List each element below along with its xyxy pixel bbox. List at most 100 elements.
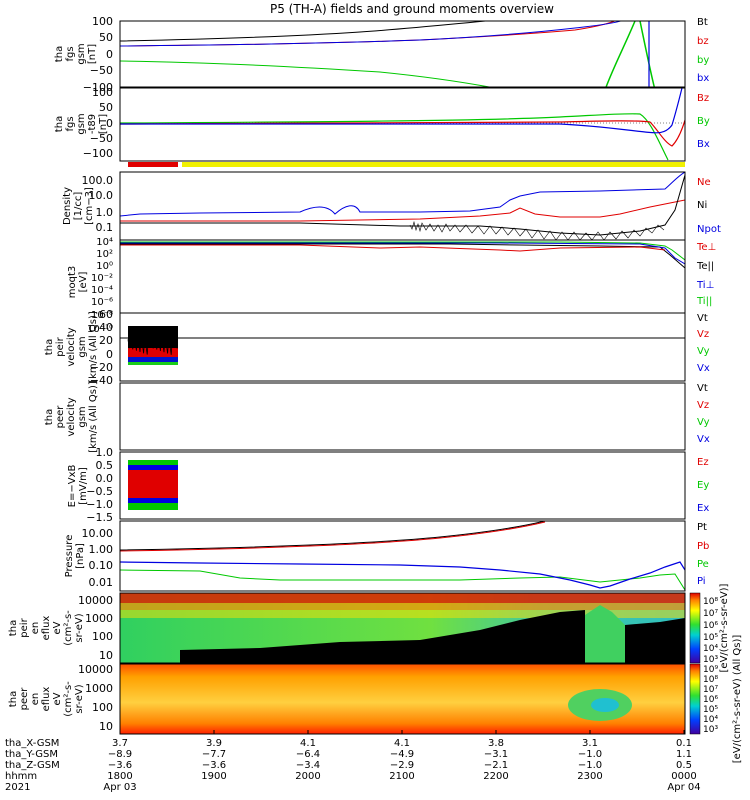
legend-bt: Bt — [697, 17, 708, 28]
peir-colorbar — [689, 592, 701, 664]
pv-ylabel-line: [km/s (All Qs)] — [88, 311, 99, 383]
legend-vy: Vy — [697, 346, 710, 357]
pv-ylabel-line: peir — [55, 336, 66, 356]
xaxis-row-value: 3.8 — [488, 738, 504, 749]
panel-peir-velocity: 60 40 20 0 −20 −40 tha peir velocity gsm… — [44, 308, 710, 387]
peer-ytick: 10000 — [78, 663, 113, 676]
ev-ylabel: tha peer velocity gsm [km/s (All Qs)] — [44, 381, 99, 453]
density-legend: Ne Ni Npot — [697, 177, 721, 235]
ef-yticks: 1.0 0.5 0.0 −0.5 −1.0 −1.5 — [86, 446, 113, 524]
ef-ylabel: E=−VxB [mV/m] — [67, 465, 89, 508]
legend-ni: Ni — [697, 200, 707, 211]
dsl-ylabel-line: -t89 — [87, 114, 98, 134]
legend-bz: bz — [697, 36, 709, 47]
xaxis-row-value: 1900 — [201, 771, 226, 782]
fgs-ylabel-line: fgs — [65, 46, 76, 61]
temp-yticks: 10⁴ 10² 10⁰ 10⁻² 10⁻⁴ 10⁻⁶ 10⁻⁸ 10⁻¹⁰ — [87, 237, 113, 335]
pv-ytick: 40 — [99, 321, 113, 334]
dsl-ylabel-line: fgs — [65, 116, 76, 131]
ev-ylabel-line: gsm — [77, 406, 88, 427]
temp-line-te-perp — [120, 244, 666, 252]
dsl-ylabel-line: [nT] — [98, 114, 109, 134]
xaxis-row-value: −3.6 — [202, 760, 226, 771]
peer-ylabel: tha peer en eflux eV (cm²-s- sr-eV) — [8, 681, 85, 717]
dsl-line-bx — [120, 88, 683, 134]
dsl-ylabel-line: tha — [54, 116, 65, 132]
temp-legend: Te⊥ Te|| Ti⊥ Ti|| — [696, 242, 716, 307]
pr-ytick: 0.10 — [89, 559, 114, 572]
xaxis-row-value: 0.1 — [676, 738, 692, 749]
fgs-ylabel-line: gsm — [76, 43, 87, 64]
density-ytick: 10.0 — [89, 189, 114, 202]
dsl-ytick: 50 — [99, 101, 113, 114]
dsl-ylabel: tha fgs gsm -t89 [nT] — [54, 113, 109, 134]
fgs-line-by-return — [605, 21, 656, 87]
xaxis-row-value: 2200 — [483, 771, 508, 782]
peir-green-notch — [585, 605, 625, 663]
peir-ylabel-line: eV — [52, 621, 63, 634]
xaxis-row-value: 1800 — [107, 771, 132, 782]
dsl-ytick: 100 — [92, 86, 113, 99]
peer-cbar-tick: 10⁶ — [703, 695, 718, 705]
pressure-line-pe — [120, 569, 685, 591]
xaxis-row-label: tha_X-GSM — [5, 738, 59, 749]
xaxis-row-value: −1.0 — [578, 760, 602, 771]
peer-cbar-label: [eV/(cm²-s-sr-eV) (All Qs)] — [732, 635, 743, 764]
xaxis-row-value: 1.1 — [676, 749, 692, 760]
legend-pe: Pe — [697, 559, 709, 570]
legend-te-par: Te|| — [696, 261, 714, 272]
panel-fgs: 100 50 0 −50 −100 tha fgs gsm [nT] Bt bz… — [54, 15, 709, 94]
xaxis-row-value: −3.1 — [484, 749, 508, 760]
legend-bz-cap: Bz — [697, 93, 709, 104]
legend-ne: Ne — [697, 177, 711, 188]
temp-ytick: 10⁻¹⁰ — [87, 324, 113, 335]
peir-ylabel-line: eflux — [41, 616, 52, 641]
fgs-ytick: 50 — [99, 31, 113, 44]
peir-ylabel-line: peir — [19, 617, 30, 637]
pv-ytick: −40 — [90, 374, 113, 387]
panel-fgs-t89: 100 50 0 −50 −100 tha fgs gsm -t89 [nT] … — [54, 86, 710, 162]
dsl-line-by — [120, 113, 669, 161]
ef-ytick: 0.5 — [96, 459, 114, 472]
temp-ytick: 10⁴ — [96, 237, 113, 248]
legend-ti-perp: Ti⊥ — [696, 280, 714, 291]
pv-yticks: 60 40 20 0 −20 −40 — [90, 308, 113, 387]
legend-vy: Vy — [697, 417, 710, 428]
density-yticks: 100.0 10.0 1.0 0.1 — [82, 174, 114, 234]
xaxis-row-value: 3.7 — [112, 738, 128, 749]
peir-yticks: 10000 1000 100 10 — [78, 594, 113, 662]
legend-te-perp: Te⊥ — [696, 242, 716, 253]
ef-ytick: 1.0 — [96, 446, 114, 459]
xaxis-row-value: 2000 — [295, 771, 320, 782]
density-line-ni — [120, 174, 685, 236]
density-ytick: 100.0 — [82, 174, 114, 187]
ev-ylabel-line: tha — [44, 409, 55, 425]
panel-efield: 1.0 0.5 0.0 −0.5 −1.0 −1.5 E=−VxB [mV/m]… — [67, 446, 709, 524]
temp-ytick: 10⁰ — [96, 261, 113, 272]
legend-bx-cap: Bx — [697, 139, 710, 150]
peer-ylabel-line: peer — [19, 687, 30, 711]
ev-ylabel-line: peer — [55, 405, 66, 429]
fgs-ytick: 0 — [106, 48, 113, 61]
pv-ytick: 60 — [99, 308, 113, 321]
ev-legend: Vt Vz Vy Vx — [697, 383, 710, 445]
xaxis-row-value: −8.9 — [108, 749, 132, 760]
temp-ytick: 10⁻⁶ — [91, 297, 113, 308]
panel-peer-eflux: 10000 1000 100 10 tha peer en eflux eV (… — [8, 635, 743, 764]
efield-noise — [128, 460, 178, 510]
xaxis-row-value: 4.1 — [394, 738, 410, 749]
dsl-ylabel-line: gsm — [76, 113, 87, 134]
peir-cbar-tick: 10⁶ — [703, 621, 718, 631]
peer-cbar-tick: 10⁴ — [703, 715, 718, 725]
ef-ytick: −1.0 — [86, 498, 113, 511]
temp-ytick: 10² — [96, 249, 113, 260]
fgs-ytick: −100 — [83, 81, 113, 94]
legend-ti-par: Ti|| — [696, 296, 712, 307]
xaxis-row-label: hhmm — [5, 771, 37, 782]
peer-cbar-ticks: 10⁹ 10⁸ 10⁷ 10⁶ 10⁵ 10⁴ 10³ — [703, 665, 718, 735]
dsl-ytick: 0 — [106, 117, 113, 130]
density-noise-ni — [409, 220, 665, 240]
xaxis-row-value: Apr 04 — [667, 782, 700, 793]
legend-vt: Vt — [697, 383, 708, 394]
